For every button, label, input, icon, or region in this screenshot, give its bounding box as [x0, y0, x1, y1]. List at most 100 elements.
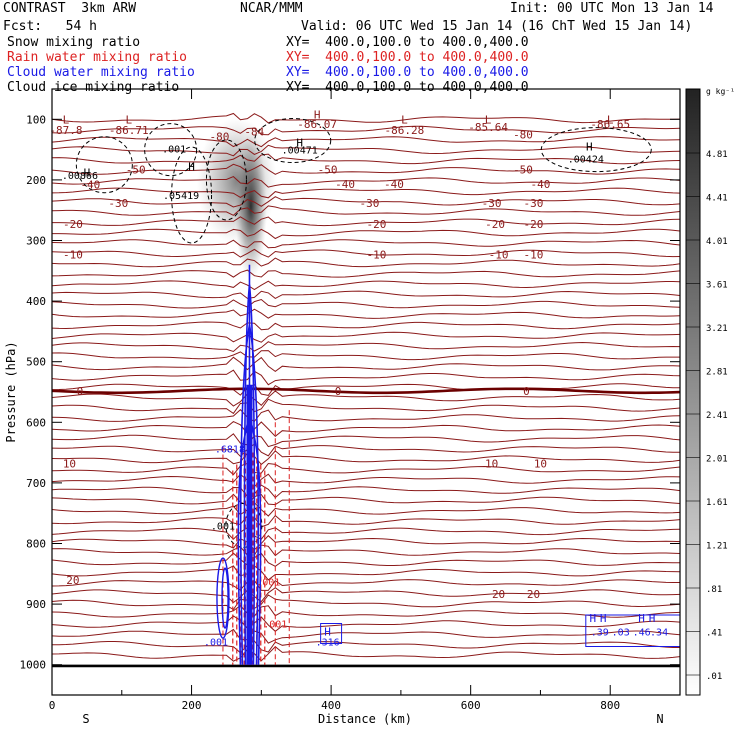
temperature-isotherm — [52, 628, 680, 644]
x-tick-label: 200 — [182, 699, 202, 712]
temperature-isotherm — [52, 594, 680, 611]
y-tick-label: 700 — [26, 477, 46, 490]
y-tick-label: 500 — [26, 356, 46, 369]
y-axis-title: Pressure (hPa) — [4, 341, 18, 442]
temperature-isotherm — [52, 331, 680, 343]
temperature-isotherm — [52, 493, 680, 507]
temperature-isotherm — [52, 196, 680, 208]
temperature-isotherm — [52, 136, 680, 148]
cloud-ice-contour — [144, 123, 198, 177]
field-label-cloud-ice: Cloud ice mixing ratio — [7, 80, 180, 95]
cloud-water-contour — [216, 557, 230, 639]
isotherm-label: -30 — [108, 197, 128, 210]
isotherm-label: 0 — [523, 385, 530, 398]
forecast-hour: Fcst: 54 h — [3, 19, 97, 34]
isotherm-label: -87.8 — [49, 124, 82, 137]
temperature-isotherm — [52, 269, 680, 278]
field-label-cloud-water: Cloud water mixing ratio — [7, 65, 195, 80]
temperature-isotherm — [52, 433, 680, 448]
temperature-isotherm — [52, 526, 680, 540]
cloud-water-contour — [239, 324, 251, 665]
field-label-snow: Snow mixing ratio — [7, 35, 141, 50]
temperature-isotherm — [52, 544, 680, 557]
isotherm-label: 10 — [63, 458, 76, 471]
zero-degree-isotherm — [52, 387, 680, 395]
temperature-isotherm — [52, 308, 680, 319]
y-tick-label: 900 — [26, 598, 46, 611]
isotherm-label: -86.71 — [109, 124, 149, 137]
cloud-ice-contour — [205, 139, 247, 221]
y-tick-label: 300 — [26, 235, 46, 248]
colorbar-label: 3.61 — [706, 281, 728, 291]
colorbar-label: 2.81 — [706, 368, 728, 378]
temperature-isotherm — [52, 501, 680, 517]
temperature-isotherm — [52, 112, 680, 124]
temperature-isotherm — [52, 163, 680, 175]
valid-time: Valid: 06 UTC Wed 15 Jan 14 (16 ChT Wed … — [301, 19, 693, 34]
cloud-water-contour — [585, 614, 680, 648]
y-tick-label: 600 — [26, 416, 46, 429]
isotherm-label: 0 — [77, 385, 84, 398]
temperature-isotherm — [52, 383, 680, 396]
isotherm-label: -50 — [126, 164, 146, 177]
high-marker: H — [188, 161, 195, 174]
colorbar-label: 1.21 — [706, 542, 728, 552]
isotherm-label: -40 — [335, 178, 355, 191]
cloud-water-contour — [248, 414, 262, 665]
temperature-isotherm — [52, 462, 680, 476]
north-label: N — [656, 712, 663, 726]
isotherm-label: 20 — [492, 588, 505, 601]
isotherm-label: -20 — [485, 218, 505, 231]
field-xy-snow: XY= 400.0,100.0 to 400.0,400.0 — [286, 35, 529, 50]
contour-value-label: .46 — [633, 627, 651, 638]
contour-value-label: .05419 — [163, 191, 199, 202]
model-title: CONTRAST 3km ARW — [3, 1, 137, 16]
temperature-isotherm — [52, 257, 680, 268]
temperature-isotherm — [52, 341, 680, 353]
cloud-ice-contour — [171, 146, 213, 244]
temperature-isotherm — [52, 473, 680, 488]
field-xy-cloud-ice: XY= 400.0,100.0 to 400.0,400.0 — [286, 80, 529, 95]
high-marker: H — [638, 612, 645, 625]
contour-value-label: .001 — [162, 144, 186, 155]
temperature-isotherm — [52, 615, 680, 632]
isotherm-label: -10 — [489, 248, 509, 261]
high-marker: H — [649, 612, 656, 625]
high-marker: H — [314, 108, 321, 121]
temperature-isotherm — [52, 356, 680, 373]
contour-value-label: .6818 — [215, 444, 245, 455]
high-marker: H — [84, 167, 91, 180]
temperature-isotherm — [52, 248, 680, 258]
isotherm-label: -40 — [384, 178, 404, 191]
high-marker: H — [296, 136, 303, 149]
isotherm-label: -30 — [482, 197, 502, 210]
high-marker: H — [324, 625, 331, 638]
temperature-isotherm — [52, 514, 680, 528]
contour-value-label: .00424 — [568, 155, 604, 166]
cloud-water-contour — [320, 622, 343, 644]
contour-value-label: .03 — [612, 627, 630, 638]
temperature-isotherm — [52, 443, 680, 458]
high-marker: H — [600, 612, 607, 625]
snow-shading-plume-core — [234, 132, 267, 280]
contour-value-label: .001 — [263, 619, 287, 630]
y-tick-label: 200 — [26, 174, 46, 187]
isotherm-label: 20 — [66, 574, 79, 587]
isotherm-label: -80 — [210, 130, 230, 143]
low-marker: L — [63, 113, 70, 126]
contour-value-label: .00866 — [62, 171, 98, 182]
isotherm-label: -86.65 — [590, 118, 630, 131]
temperature-isotherm — [52, 290, 680, 299]
temperature-isotherm — [52, 421, 680, 437]
cloud-water-contour — [248, 284, 256, 665]
x-tick-label: 400 — [321, 699, 341, 712]
isotherm-label: -20 — [524, 218, 544, 231]
temperature-isotherm — [52, 239, 680, 249]
x-tick-label: 800 — [600, 699, 620, 712]
temperature-isotherm — [52, 552, 680, 567]
cloud-water-contour — [221, 567, 229, 629]
colorbar-unit: g kg⁻¹ — [706, 87, 735, 96]
isotherm-label: -30 — [524, 197, 544, 210]
isotherm-label: -40 — [80, 179, 100, 192]
high-marker: H — [589, 612, 596, 625]
